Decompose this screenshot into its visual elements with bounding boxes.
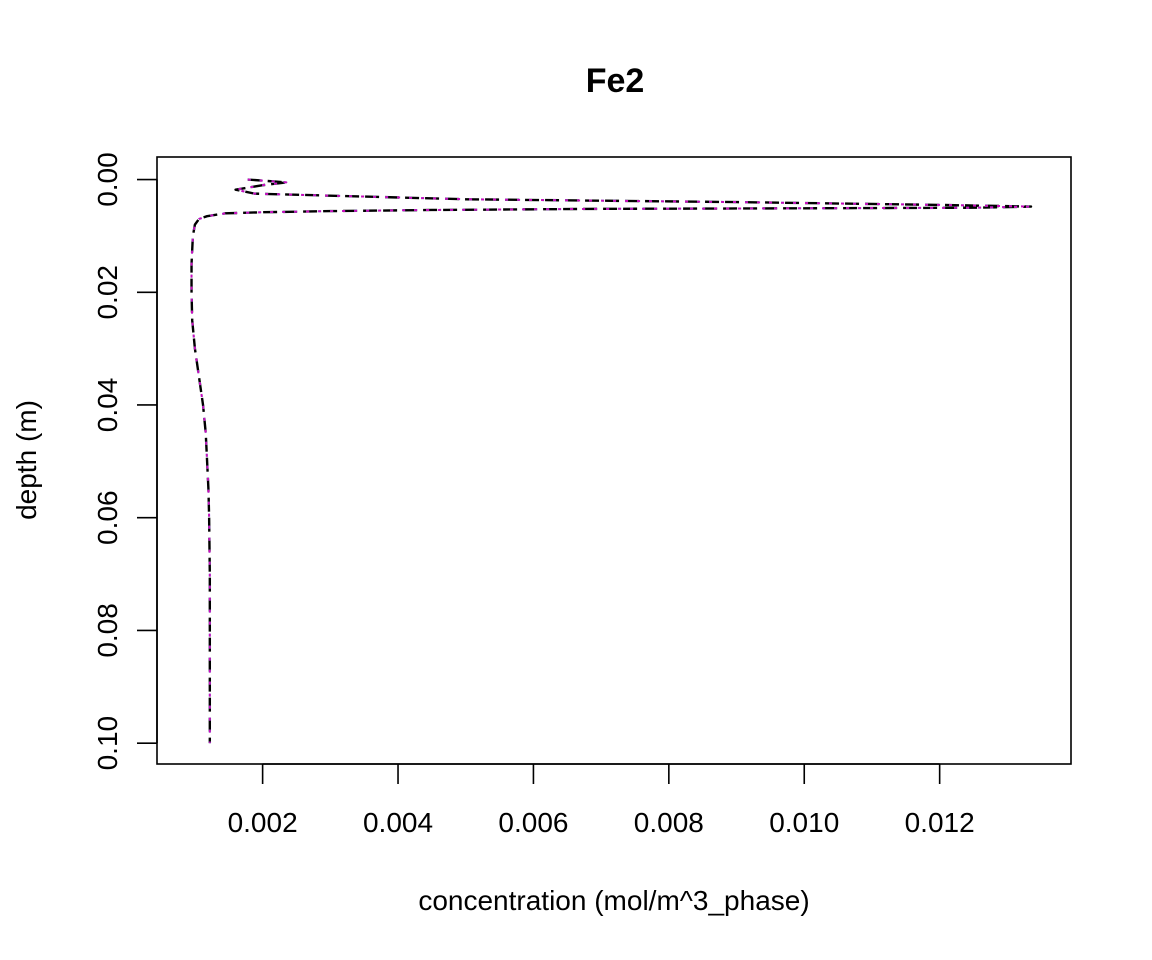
x-tick-label: 0.008 — [634, 807, 704, 838]
x-axis-label: concentration (mol/m^3_phase) — [418, 885, 809, 916]
x-tick-label: 0.002 — [228, 807, 298, 838]
series-line-2 — [190, 178, 1033, 744]
series-lines — [190, 178, 1033, 744]
series-line-1 — [190, 178, 1033, 744]
x-tick-label: 0.004 — [363, 807, 433, 838]
y-axis-label: depth (m) — [11, 400, 42, 520]
y-tick-label: 0.02 — [92, 265, 123, 320]
y-tick-label: 0.04 — [92, 378, 123, 433]
x-tick-label: 0.010 — [769, 807, 839, 838]
y-tick-label: 0.10 — [92, 716, 123, 771]
chart-title: Fe2 — [586, 62, 645, 100]
x-axis: 0.002 0.004 0.006 0.008 0.010 0.012 — [228, 763, 975, 838]
y-tick-label: 0.06 — [92, 490, 123, 545]
x-tick-label: 0.012 — [905, 807, 975, 838]
y-tick-label: 0.00 — [92, 152, 123, 207]
plot-frame — [156, 156, 1072, 765]
y-tick-label: 0.08 — [92, 603, 123, 658]
x-tick-label: 0.006 — [498, 807, 568, 838]
series-line-3 — [190, 178, 1033, 744]
y-axis: 0.00 0.02 0.04 0.06 0.08 0.10 — [92, 152, 158, 771]
